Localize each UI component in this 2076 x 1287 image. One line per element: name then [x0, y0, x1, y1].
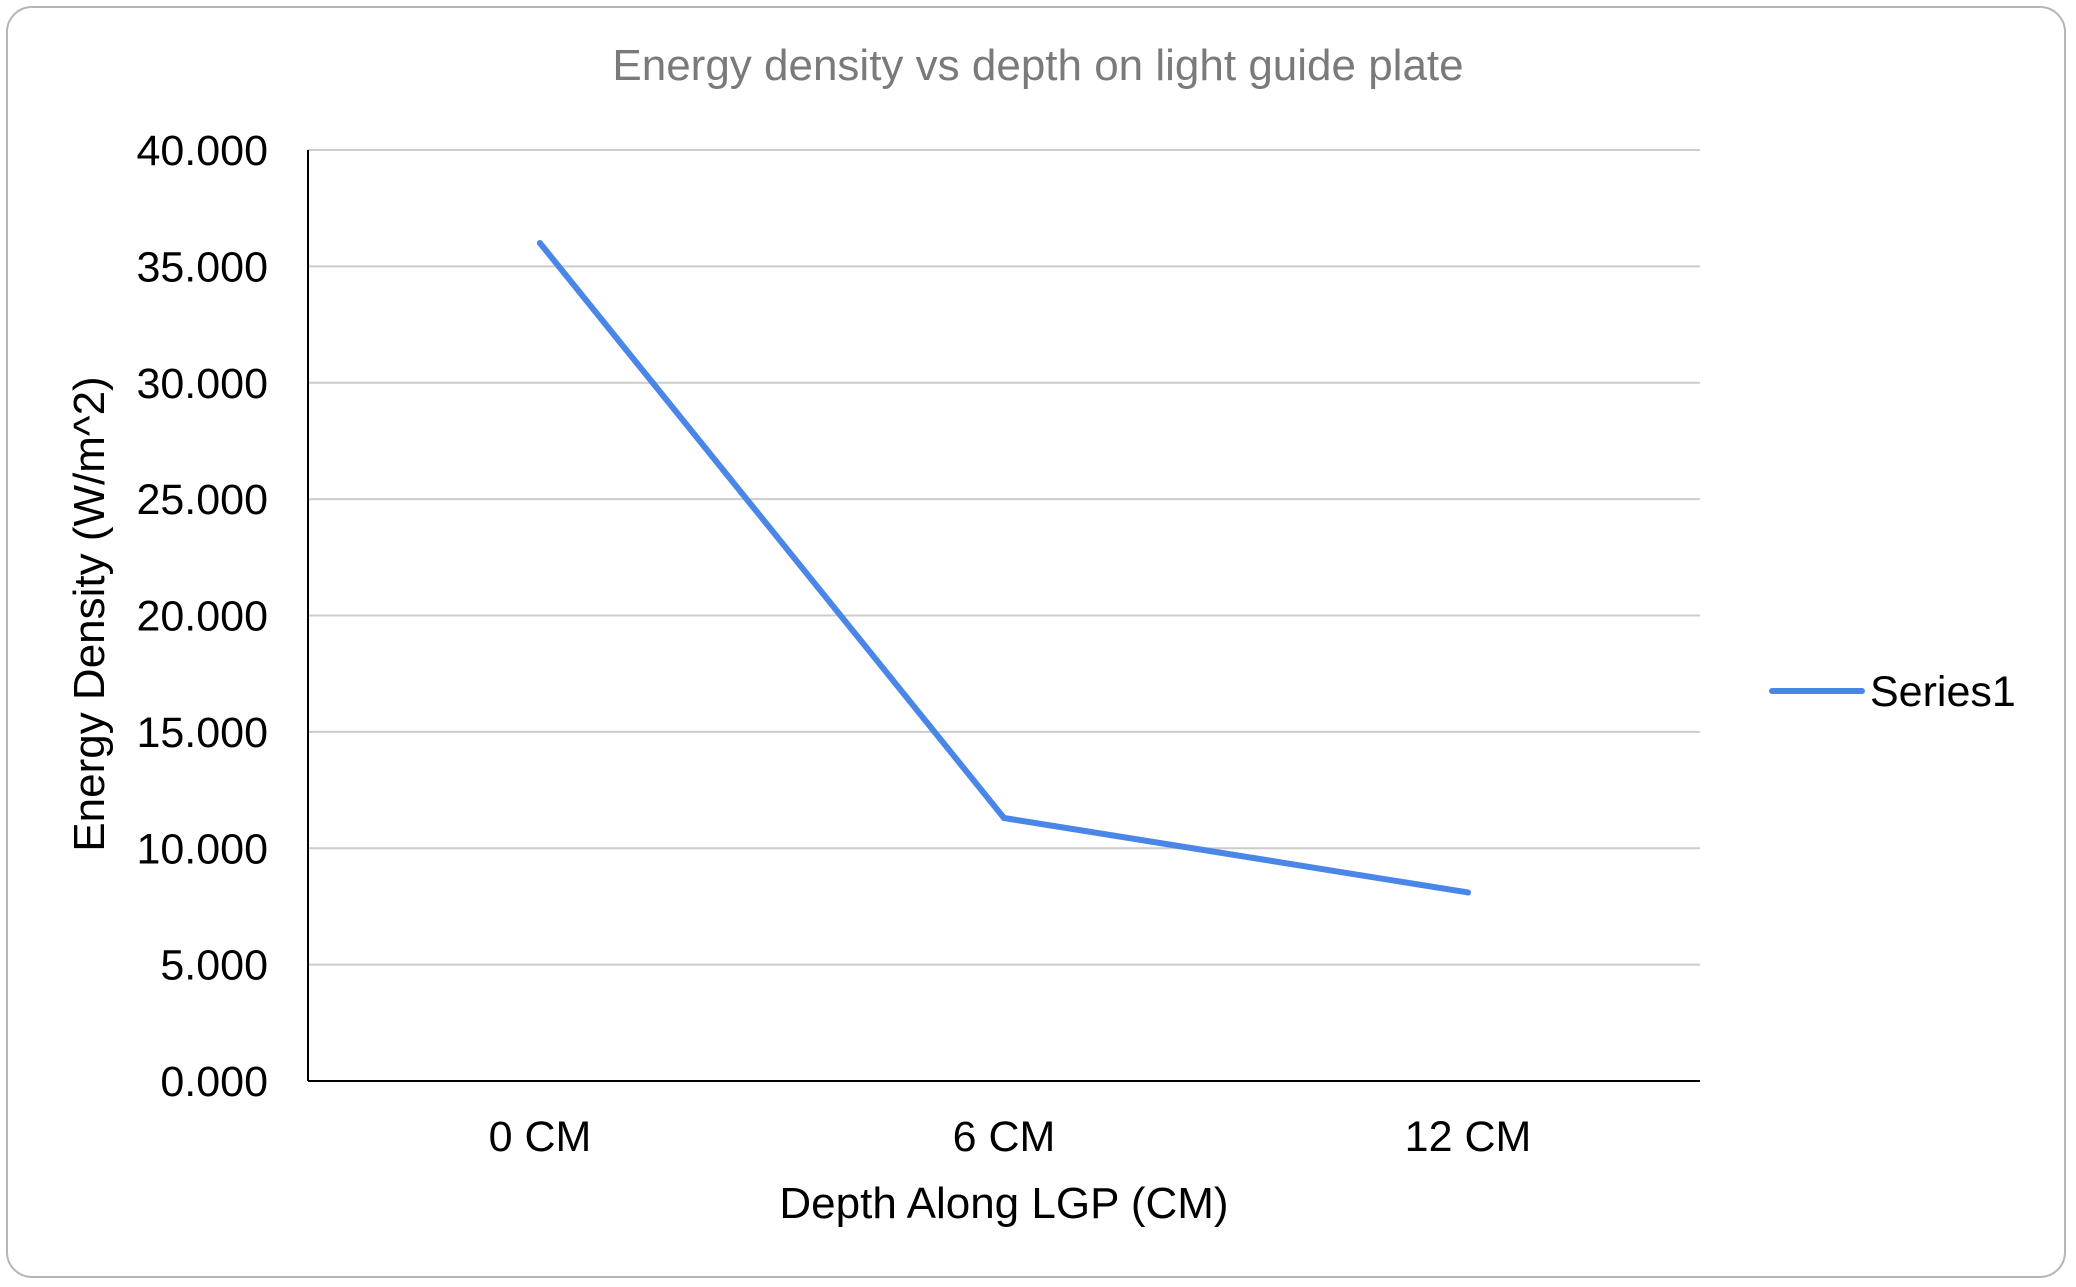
- x-tick-label: 6 CM: [953, 1113, 1056, 1161]
- legend-label-series1: Series1: [1870, 668, 2016, 716]
- y-tick-label: 30.000: [136, 360, 268, 408]
- series-lines: [537, 240, 1471, 896]
- data-point: [1001, 814, 1007, 821]
- y-tick-label: 10.000: [136, 825, 268, 873]
- data-point: [1465, 889, 1471, 896]
- y-tick-label: 25.000: [136, 476, 268, 524]
- y-tick-label: 20.000: [136, 593, 268, 641]
- series-line-series1: [537, 240, 1471, 896]
- y-tick-label: 0.000: [160, 1058, 268, 1106]
- legend: Series1: [1769, 668, 2016, 716]
- y-axis-ticks: 0.000 5.000 10.000 15.000 20.000 25.000 30.000…: [136, 127, 268, 1106]
- x-tick-label: 12 CM: [1405, 1113, 1532, 1161]
- gridlines: [308, 149, 1700, 966]
- y-tick-label: 40.000: [136, 127, 268, 175]
- x-tick-label: 0 CM: [489, 1113, 592, 1161]
- y-tick-label: 5.000: [160, 942, 268, 990]
- data-point: [537, 240, 543, 247]
- x-axis-title: Depth Along LGP (CM): [779, 1179, 1228, 1228]
- y-tick-label: 15.000: [136, 709, 268, 757]
- chart-frame: [6, 6, 2066, 1278]
- y-axis-title: Energy Density (W/m^2): [65, 376, 114, 851]
- y-tick-label: 35.000: [136, 243, 268, 291]
- chart-title: Energy density vs depth on light guide p…: [612, 41, 1463, 90]
- x-axis-ticks: 0 CM 6 CM 12 CM: [489, 1113, 1532, 1161]
